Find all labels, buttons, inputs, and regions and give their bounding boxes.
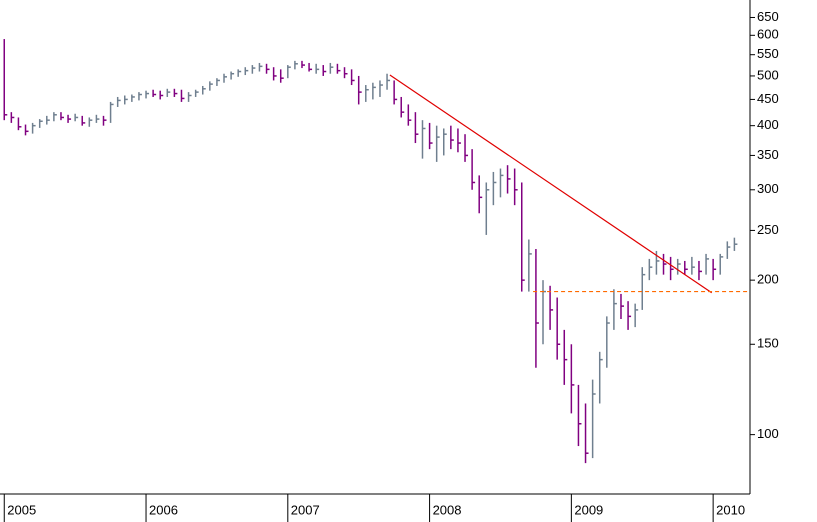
y-tick-label: 150 (757, 336, 779, 351)
y-tick-label: 600 (757, 27, 779, 42)
x-tick-label: 2010 (716, 502, 745, 517)
y-tick-label: 650 (757, 9, 779, 24)
y-tick-label: 500 (757, 67, 779, 82)
y-tick-label: 350 (757, 147, 779, 162)
x-tick-label: 2006 (149, 502, 178, 517)
y-tick-label: 400 (757, 117, 779, 132)
x-tick-label: 2009 (574, 502, 603, 517)
y-tick-label: 450 (757, 91, 779, 106)
x-tick-label: 2005 (7, 502, 36, 517)
y-tick-label: 100 (757, 426, 779, 441)
y-tick-label: 300 (757, 181, 779, 196)
y-tick-label: 200 (757, 272, 779, 287)
x-tick-label: 2007 (291, 502, 320, 517)
y-tick-label: 550 (757, 46, 779, 61)
x-tick-label: 2008 (433, 502, 462, 517)
trend-line (389, 74, 713, 294)
y-tick-label: 250 (757, 222, 779, 237)
